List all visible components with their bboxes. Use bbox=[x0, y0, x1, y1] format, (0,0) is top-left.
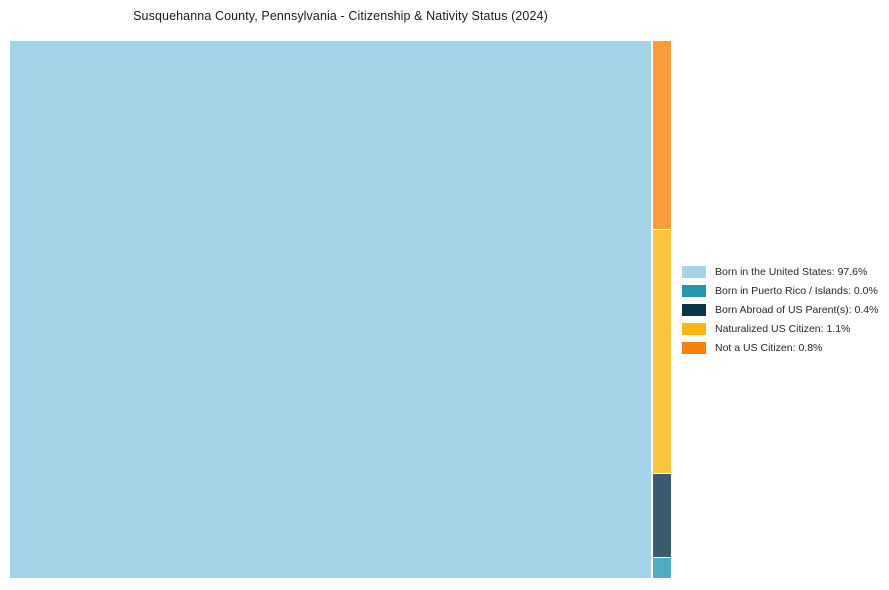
legend-swatch-born-abroad-of-us-parents bbox=[682, 304, 706, 316]
legend-item-born-in-the-united-states[interactable]: Born in the United States: 97.6% bbox=[682, 266, 886, 278]
legend-item-born-abroad-of-us-parents[interactable]: Born Abroad of US Parent(s): 0.4% bbox=[682, 304, 886, 316]
legend-label: Born Abroad of US Parent(s): 0.4% bbox=[715, 304, 879, 316]
legend-swatch-naturalized-us-citizen bbox=[682, 323, 706, 335]
legend-label: Born in Puerto Rico / Islands: 0.0% bbox=[715, 285, 878, 297]
legend-swatch-born-in-puerto-rico-islands bbox=[682, 285, 706, 297]
legend-item-born-in-puerto-rico-islands[interactable]: Born in Puerto Rico / Islands: 0.0% bbox=[682, 285, 886, 297]
legend-label: Not a US Citizen: 0.8% bbox=[715, 342, 823, 354]
legend-swatch-not-a-us-citizen bbox=[682, 342, 706, 354]
chart-title: Susquehanna County, Pennsylvania - Citiz… bbox=[133, 9, 548, 23]
treemap-tile-born-abroad-of-us-parent-s[interactable] bbox=[653, 474, 671, 557]
legend-label: Naturalized US Citizen: 1.1% bbox=[715, 323, 851, 335]
treemap-plot bbox=[10, 41, 671, 578]
legend-item-not-a-us-citizen[interactable]: Not a US Citizen: 0.8% bbox=[682, 342, 886, 354]
treemap-tile-not-a-us-citizen[interactable] bbox=[653, 41, 671, 229]
treemap-tile-born-in-the-united-states[interactable] bbox=[10, 41, 651, 578]
legend-swatch-born-in-the-united-states bbox=[682, 266, 706, 278]
legend: Born in the United States: 97.6% Born in… bbox=[682, 266, 886, 354]
treemap-tile-born-in-puerto-rico-islands[interactable] bbox=[653, 558, 671, 578]
legend-item-naturalized-us-citizen[interactable]: Naturalized US Citizen: 1.1% bbox=[682, 323, 886, 335]
legend-label: Born in the United States: 97.6% bbox=[715, 266, 868, 278]
treemap-tile-naturalized-us-citizen[interactable] bbox=[653, 230, 671, 473]
